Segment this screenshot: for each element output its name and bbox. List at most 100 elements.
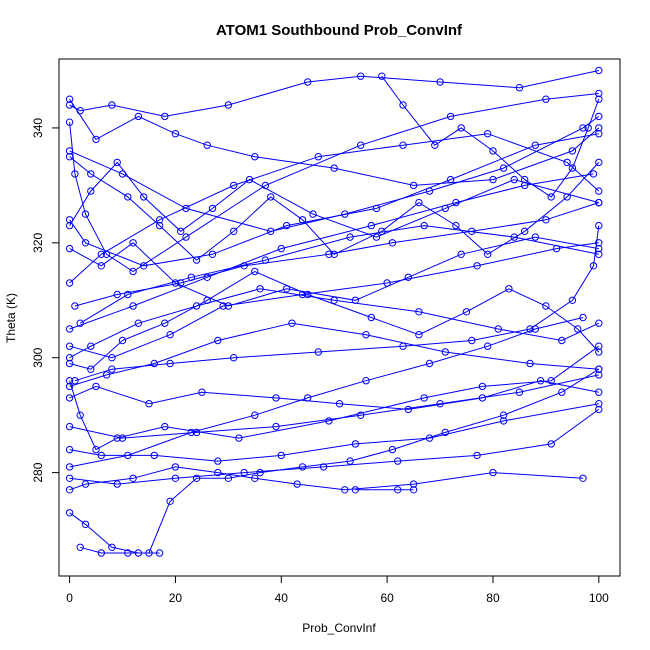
series-layer: [65, 66, 603, 557]
data-point: [351, 296, 360, 304]
data-point: [457, 250, 465, 259]
data-point: [65, 509, 74, 517]
series-line-28: [69, 317, 584, 468]
data-point: [65, 101, 74, 109]
data-point: [187, 428, 196, 437]
data-point: [192, 474, 201, 482]
data-point: [595, 124, 603, 132]
data-point: [166, 331, 174, 339]
data-point: [563, 158, 571, 167]
data-point: [113, 480, 121, 488]
data-point: [595, 66, 603, 75]
data-point: [425, 359, 434, 368]
data-point: [134, 319, 143, 327]
data-point: [65, 422, 74, 431]
series-line-25: [381, 75, 600, 198]
data-point: [150, 359, 159, 368]
series-line-26: [69, 93, 599, 273]
data-point: [568, 296, 577, 304]
data-point: [521, 227, 529, 236]
y-tick-label: 300: [31, 347, 45, 367]
data-point: [568, 147, 577, 155]
data-point: [261, 181, 270, 190]
data-point: [526, 325, 534, 333]
data-point: [357, 141, 365, 149]
data-point: [76, 411, 84, 419]
data-point: [166, 359, 174, 368]
x-tick-label: 40: [275, 591, 289, 605]
data-point: [102, 371, 111, 379]
data-point: [558, 388, 566, 396]
x-axis: 0 20 40 60 80 100: [66, 575, 609, 605]
data-point: [277, 244, 285, 253]
data-point: [71, 377, 79, 385]
data-point: [277, 451, 285, 460]
data-point: [325, 250, 333, 259]
data-point: [166, 497, 174, 505]
data-point: [129, 474, 137, 482]
series-line-18: [80, 368, 600, 554]
data-point: [65, 474, 74, 482]
data-point: [568, 164, 577, 172]
data-point: [171, 130, 180, 138]
data-point: [102, 250, 111, 259]
data-point: [484, 342, 492, 350]
data-point: [394, 457, 402, 465]
data-point: [140, 193, 148, 201]
series-line-21: [69, 270, 600, 370]
data-point: [595, 250, 603, 259]
data-point: [521, 175, 529, 184]
data-point: [92, 445, 100, 454]
series-line-2: [69, 70, 599, 117]
data-point: [293, 480, 301, 488]
data-point: [282, 221, 291, 230]
data-point: [595, 239, 603, 247]
data-point: [399, 141, 407, 149]
data-point: [510, 175, 518, 184]
data-point: [436, 78, 444, 86]
data-point: [547, 193, 555, 201]
data-point: [65, 486, 74, 494]
x-tick-label: 100: [589, 591, 609, 605]
data-point: [272, 394, 280, 402]
data-point: [161, 422, 169, 431]
x-tick-label: 80: [486, 591, 500, 605]
data-point: [595, 342, 603, 350]
data-point: [505, 285, 513, 293]
series-line-16: [69, 466, 584, 491]
data-point: [595, 388, 603, 396]
x-axis-label: Prob_ConvInf: [302, 621, 376, 635]
data-point: [595, 187, 603, 195]
data-point: [224, 474, 233, 482]
data-point: [351, 440, 360, 448]
data-point: [124, 193, 132, 201]
data-point: [595, 112, 603, 121]
data-point: [161, 319, 169, 327]
data-point: [76, 543, 84, 551]
data-point: [224, 101, 233, 109]
data-point: [282, 285, 291, 293]
data-point: [97, 549, 106, 557]
data-point: [409, 181, 418, 190]
data-point: [113, 434, 121, 442]
data-point: [145, 549, 153, 557]
series-line-11: [69, 322, 599, 387]
data-point: [65, 354, 74, 362]
data-point: [251, 267, 259, 276]
data-point: [108, 365, 116, 373]
data-point: [531, 233, 539, 241]
data-point: [124, 290, 132, 299]
x-tick-label: 60: [380, 591, 394, 605]
y-tick-label: 320: [31, 232, 45, 252]
data-point: [219, 302, 227, 310]
data-point: [399, 101, 407, 109]
series-line-7: [69, 173, 594, 330]
data-point: [367, 221, 375, 230]
series-line-22: [69, 236, 599, 307]
data-point: [595, 365, 603, 373]
data-point: [65, 221, 74, 230]
data-point: [235, 434, 243, 442]
data-point: [399, 342, 407, 350]
data-point: [76, 107, 84, 115]
data-point: [409, 480, 418, 488]
